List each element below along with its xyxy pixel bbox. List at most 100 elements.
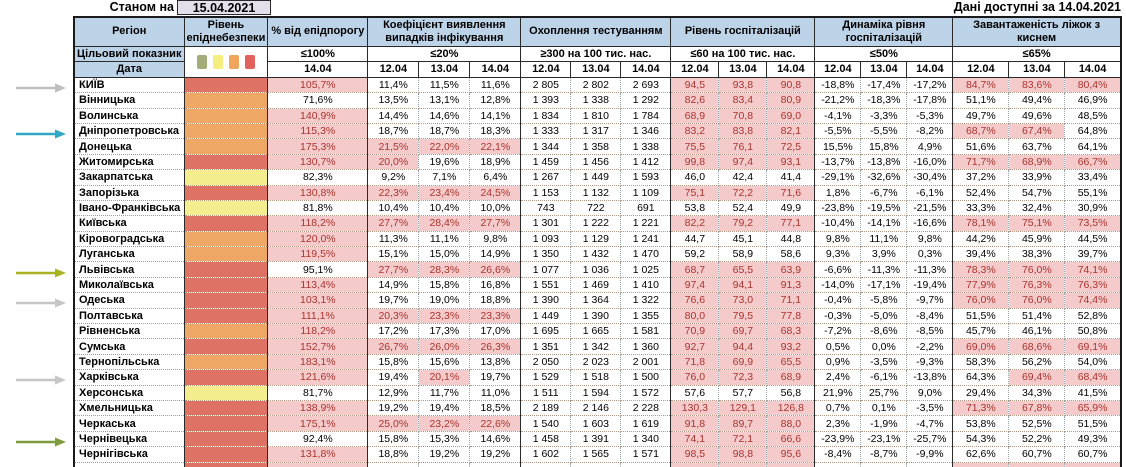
detection-coef-cell <box>367 462 420 467</box>
testing-coverage-cell: 1 390 <box>520 292 572 309</box>
oxygen-beds-cell: 76,0% <box>1008 261 1066 278</box>
hospitalization-dynamics-cell: -8,4% <box>814 446 862 463</box>
table-row: Чернівецька 92,4% 15,8% 15,3% 14,6% 1 458 1 39… <box>74 431 1122 448</box>
region-cell: Миколаївська <box>74 277 185 294</box>
partial-row <box>74 462 1122 467</box>
hospitalization-dynamics-cell: -21,2% <box>814 92 862 109</box>
testing-coverage-cell: 1 317 <box>570 123 622 140</box>
hospitalization-cell: 72,3 <box>718 369 768 386</box>
hospitalization-dynamics-cell: -1,9% <box>860 415 908 432</box>
testing-coverage-cell: 1 469 <box>570 277 622 294</box>
detection-coef-cell: 22,0% <box>418 138 471 155</box>
hospitalization-dynamics-cell <box>906 462 954 467</box>
oxygen-beds-cell: 62,6% <box>952 446 1010 463</box>
hospitalization-dynamics-cell: -13,8% <box>906 369 954 386</box>
oxygen-beds-cell: 34,3% <box>1008 385 1066 401</box>
detection-coef-cell: 28,4% <box>418 215 471 232</box>
pct-threshold-cell: 81,8% <box>267 200 369 217</box>
danger-zone-cell <box>184 77 269 94</box>
hospitalization-cell: 45,1 <box>718 231 768 248</box>
testing-coverage-cell: 743 <box>520 200 572 217</box>
target-row: Цільовий показник ≤100% ≤20% ≥300 на 100… <box>73 45 1122 78</box>
pct-threshold-cell: 175,1% <box>267 415 369 432</box>
testing-coverage-cell <box>620 462 672 467</box>
hospitalization-dynamics-cell: 1,8% <box>814 185 862 201</box>
oxygen-beds-cell: 64,1% <box>1064 138 1122 155</box>
hospitalization-cell: 98,8 <box>718 446 768 463</box>
oxygen-beds-cell: 68,9% <box>1008 154 1066 171</box>
hospitalization-cell: 70,8 <box>718 108 768 124</box>
date-cell: 12.04 <box>520 61 572 78</box>
pct-threshold-cell: 119,5% <box>267 246 369 263</box>
oxygen-beds-cell: 69,1% <box>1064 338 1122 355</box>
testing-coverage-cell: 1 109 <box>620 185 672 201</box>
detection-coef-cell: 17,2% <box>367 323 420 340</box>
testing-coverage-cell: 1 333 <box>520 123 572 140</box>
oxygen-beds-cell: 32,4% <box>1008 200 1066 217</box>
as-of-date-box[interactable]: 15.04.2021 <box>177 0 271 15</box>
region-cell: Полтавська <box>74 308 185 325</box>
danger-zone-cell <box>184 108 269 124</box>
hospitalization-dynamics-cell: -14,1% <box>860 215 908 232</box>
detection-coef-cell: 11,4% <box>367 77 420 94</box>
target-label: Цільовий показник <box>73 45 185 63</box>
testing-coverage-cell: 1 342 <box>570 338 622 355</box>
testing-coverage-cell: 1 292 <box>620 92 672 109</box>
hospitalization-cell <box>766 462 816 467</box>
detection-coef-cell: 19,7% <box>469 369 522 386</box>
hospitalization-cell: 57,6 <box>670 385 720 401</box>
regions-table: Регіон Рівень епіднебезпеки % від епідпо… <box>73 16 1122 467</box>
date-cell: 13.04 <box>570 61 622 78</box>
testing-coverage-cell: 1 360 <box>620 338 672 355</box>
detection-coef-cell: 18,8% <box>367 446 420 463</box>
region-cell: Сумська <box>74 338 185 355</box>
oxygen-beds-cell: 41,5% <box>1064 385 1122 401</box>
testing-coverage-cell: 1 432 <box>570 246 622 263</box>
testing-coverage-cell: 1 500 <box>620 369 672 386</box>
danger-legend <box>183 45 269 78</box>
testing-coverage-cell: 2 802 <box>570 77 622 94</box>
detection-coef-cell: 10,0% <box>469 200 522 217</box>
testing-coverage-cell <box>570 462 622 467</box>
hospitalization-cell: 72,5 <box>766 138 816 155</box>
testing-coverage-cell: 1 551 <box>520 277 572 294</box>
pct-threshold-cell: 120,0% <box>267 231 369 248</box>
hospitalization-dynamics-cell: 9,3% <box>814 246 862 263</box>
detection-coef-cell: 18,7% <box>367 123 420 140</box>
testing-coverage-cell: 1 346 <box>620 123 672 140</box>
oxygen-beds-cell: 74,4% <box>1064 292 1122 309</box>
region-cell: Донецька <box>74 138 185 155</box>
row-pointer-arrow-icon <box>16 434 66 447</box>
hospitalization-cell: 88,0 <box>766 415 816 432</box>
hospitalization-cell <box>718 462 768 467</box>
pct-threshold-cell: 103,1% <box>267 292 369 309</box>
target-pct: ≤100% <box>267 45 369 63</box>
group-hospitalization-level: Рівень госпіталізацій <box>670 16 816 47</box>
hospitalization-dynamics-cell: -6,6% <box>814 261 862 278</box>
testing-coverage-cell <box>520 462 572 467</box>
hospitalization-dynamics-cell: -25,7% <box>906 431 954 448</box>
hospitalization-cell: 69,7 <box>718 323 768 340</box>
detection-coef-cell: 21,5% <box>367 138 420 155</box>
hospitalization-cell: 80,9 <box>766 92 816 109</box>
oxygen-beds-cell: 51,5% <box>952 308 1010 325</box>
testing-coverage-cell: 1 338 <box>620 138 672 155</box>
region-cell: Закарпатська <box>74 169 185 186</box>
oxygen-beds-cell: 68,6% <box>1008 338 1066 355</box>
testing-coverage-cell: 2 023 <box>570 354 622 371</box>
hospitalization-cell: 126,8 <box>766 400 816 417</box>
hospitalization-cell: 77,8 <box>766 308 816 325</box>
hospitalization-dynamics-cell: -23,8% <box>814 200 862 217</box>
hospitalization-dynamics-cell: -5,8% <box>860 292 908 309</box>
oxygen-beds-cell: 76,3% <box>1064 277 1122 294</box>
pct-threshold-cell: 175,3% <box>267 138 369 155</box>
oxygen-beds-cell: 64,8% <box>1064 123 1122 140</box>
testing-coverage-cell: 1 322 <box>620 292 672 309</box>
pct-threshold-cell: 95,1% <box>267 261 369 278</box>
danger-zone-cell <box>184 261 269 278</box>
danger-zone-cell <box>184 308 269 325</box>
detection-coef-cell: 11,6% <box>469 77 522 94</box>
detection-coef-cell: 22,1% <box>469 138 522 155</box>
hospitalization-dynamics-cell: -6,7% <box>860 185 908 201</box>
hospitalization-cell: 68,3 <box>766 323 816 340</box>
